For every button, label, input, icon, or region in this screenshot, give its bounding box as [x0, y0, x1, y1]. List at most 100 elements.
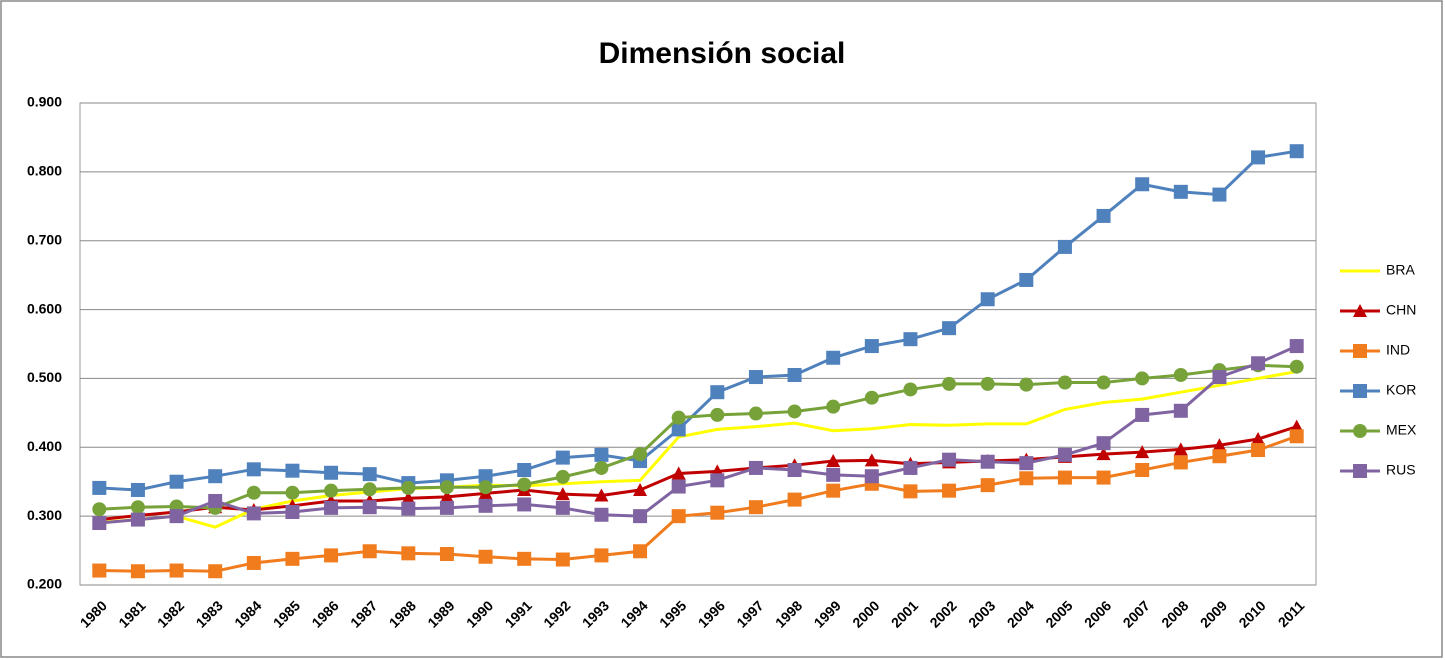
point	[710, 473, 725, 488]
point	[478, 469, 493, 484]
point	[439, 480, 454, 495]
point	[1173, 455, 1188, 470]
point	[517, 463, 532, 478]
point	[864, 469, 879, 484]
point	[246, 462, 261, 477]
point	[633, 482, 648, 496]
y-tick-label: 0.200	[27, 576, 62, 592]
point	[903, 332, 918, 347]
point	[980, 454, 995, 469]
point	[710, 407, 725, 422]
point	[671, 466, 686, 480]
point	[787, 492, 802, 507]
legend-label: MEX	[1386, 422, 1417, 438]
point	[1251, 443, 1266, 458]
point	[1019, 471, 1034, 486]
point	[169, 474, 184, 489]
point	[1135, 177, 1150, 192]
point	[633, 509, 648, 524]
point	[903, 484, 918, 499]
legend-marker	[1353, 464, 1367, 478]
point	[1251, 150, 1266, 165]
point	[439, 500, 454, 515]
legend-label: IND	[1386, 342, 1410, 358]
point	[285, 485, 300, 500]
point	[633, 544, 648, 559]
point	[1057, 470, 1072, 485]
point	[671, 509, 686, 524]
series-line	[99, 370, 1297, 529]
point	[1057, 447, 1072, 462]
point	[1057, 375, 1072, 390]
point	[1251, 356, 1266, 371]
point	[1019, 456, 1034, 471]
point	[1096, 470, 1111, 485]
point	[169, 563, 184, 578]
point	[594, 488, 609, 502]
point	[748, 370, 763, 385]
point	[1135, 371, 1150, 386]
point	[1019, 377, 1034, 392]
legend-label: KOR	[1386, 382, 1416, 398]
point	[942, 452, 957, 467]
point	[980, 292, 995, 307]
point	[942, 321, 957, 336]
point	[980, 478, 995, 493]
point	[671, 479, 686, 494]
point	[594, 460, 609, 475]
point	[787, 404, 802, 419]
point	[478, 480, 493, 495]
point	[826, 454, 841, 468]
point	[439, 489, 454, 503]
point	[246, 555, 261, 570]
point	[401, 491, 416, 505]
point	[1289, 144, 1304, 159]
point	[362, 467, 377, 482]
legend-marker	[1353, 384, 1367, 398]
point	[1173, 403, 1188, 418]
point	[246, 506, 261, 521]
point	[1096, 208, 1111, 223]
point	[787, 463, 802, 478]
point	[710, 505, 725, 520]
plot-area	[79, 102, 1317, 586]
point	[92, 502, 107, 517]
y-tick-label: 0.900	[27, 94, 62, 110]
point	[324, 548, 339, 563]
point	[555, 552, 570, 567]
point	[401, 501, 416, 516]
point	[710, 385, 725, 400]
y-tick-label: 0.400	[27, 438, 62, 454]
point	[324, 465, 339, 480]
y-tick-label: 0.500	[27, 369, 62, 385]
point	[1135, 445, 1150, 459]
point	[1289, 339, 1304, 354]
point	[826, 467, 841, 482]
point	[1289, 429, 1304, 444]
series-line	[99, 425, 1298, 522]
point	[903, 460, 918, 475]
y-tick-label: 0.700	[27, 231, 62, 247]
legend-marker	[1353, 344, 1367, 358]
point	[362, 500, 377, 515]
legend-marker	[1353, 304, 1367, 317]
point	[826, 399, 841, 414]
point	[1251, 432, 1266, 446]
point	[517, 551, 532, 566]
point	[401, 480, 416, 495]
point	[748, 460, 763, 475]
point	[1096, 447, 1111, 461]
point	[864, 453, 879, 467]
point	[1212, 187, 1227, 202]
point	[594, 447, 609, 462]
point	[169, 509, 184, 524]
point	[92, 516, 107, 531]
point	[478, 498, 493, 513]
legend-label: CHN	[1386, 302, 1416, 318]
point	[942, 376, 957, 391]
point	[980, 376, 995, 391]
point	[208, 469, 223, 484]
point	[1212, 449, 1227, 464]
point	[130, 500, 145, 515]
